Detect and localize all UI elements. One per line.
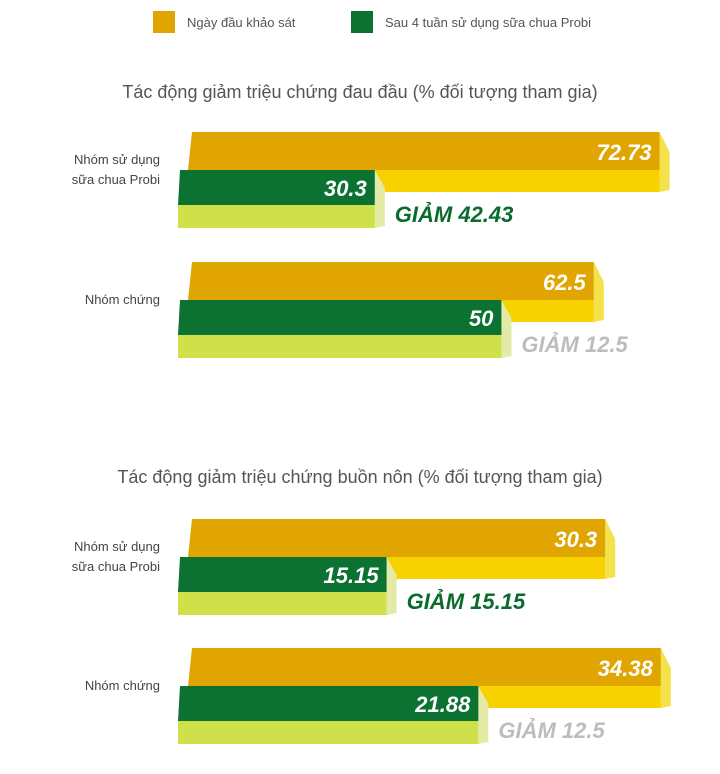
value-label-after: 50 xyxy=(469,306,494,331)
bar-after xyxy=(178,557,387,592)
bar-baseline-side xyxy=(659,132,670,192)
value-label-baseline: 72.73 xyxy=(596,140,651,165)
legend-label: Sau 4 tuần sử dụng sữa chua Probi xyxy=(385,14,592,30)
bar-after xyxy=(178,170,375,205)
bar-baseline-front xyxy=(478,686,661,708)
reduction-label: GIẢM 12.5 xyxy=(521,332,628,357)
chart-title-headache: Tác động giảm triệu chứng đau đầu (% đối… xyxy=(122,82,598,102)
bar-baseline-front xyxy=(386,557,606,579)
category-label: Nhóm sử dụng xyxy=(74,152,160,167)
bar-baseline xyxy=(188,262,594,300)
bar-after-side xyxy=(386,557,397,615)
bar-baseline xyxy=(188,648,661,686)
reduction-label: GIẢM 42.43 xyxy=(395,202,514,227)
value-label-baseline: 30.3 xyxy=(554,527,597,552)
bar-after-front xyxy=(178,721,479,744)
bar-baseline xyxy=(188,519,606,557)
bar-baseline-side xyxy=(593,262,604,322)
legend-item-after: Sau 4 tuần sử dụng sữa chua Probi xyxy=(351,11,591,33)
value-label-after: 30.3 xyxy=(324,176,367,201)
bar-baseline xyxy=(188,132,660,170)
category-label: Nhóm chứng xyxy=(85,292,160,307)
category-label: sữa chua Probi xyxy=(72,559,160,574)
value-label-after: 15.15 xyxy=(324,563,380,588)
legend-item-baseline: Ngày đầu khảo sát xyxy=(153,11,295,33)
chart-title-nausea: Tác động giảm triệu chứng buồn nôn (% đố… xyxy=(117,467,603,487)
bar-baseline-side xyxy=(605,519,616,579)
value-label-baseline: 34.38 xyxy=(598,656,654,681)
legend-label: Ngày đầu khảo sát xyxy=(187,14,296,30)
legend-swatch-green xyxy=(351,11,373,33)
bar-baseline-side xyxy=(660,648,671,708)
bar-after-side xyxy=(374,170,385,228)
bar-after xyxy=(178,686,479,721)
value-label-after: 21.88 xyxy=(414,692,471,717)
reduction-label: GIẢM 12.5 xyxy=(498,718,605,743)
bar-after-front xyxy=(178,335,502,358)
category-label: sữa chua Probi xyxy=(72,172,160,187)
bar-after-front xyxy=(178,205,375,228)
bar-after-side xyxy=(501,300,512,358)
bar-after xyxy=(178,300,502,335)
category-label: Nhóm chứng xyxy=(85,678,160,693)
value-label-baseline: 62.5 xyxy=(543,270,587,295)
reduction-label: GIẢM 15.15 xyxy=(407,589,526,614)
bar-after-side xyxy=(478,686,489,744)
bar-baseline-front xyxy=(374,170,660,192)
legend-swatch-orange xyxy=(153,11,175,33)
bar-after-front xyxy=(178,592,387,615)
bar-baseline-front xyxy=(501,300,594,322)
category-label: Nhóm sử dụng xyxy=(74,539,160,554)
